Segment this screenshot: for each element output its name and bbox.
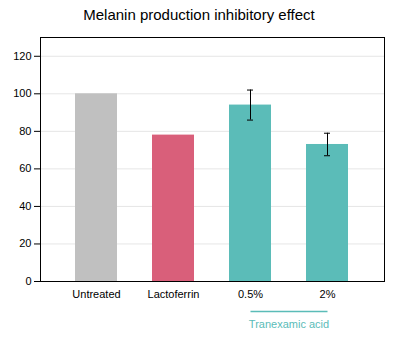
svg-text:Lactoferrin: Lactoferrin	[148, 288, 200, 300]
svg-text:Untreated: Untreated	[72, 288, 120, 300]
svg-text:0.5%: 0.5%	[238, 288, 263, 300]
html-text:Melanin production inhibitory: Melanin production inhibitory effect	[83, 6, 315, 23]
svg-text:120: 120	[13, 50, 31, 62]
svg-text:2%: 2%	[320, 288, 336, 300]
svg-text:20: 20	[19, 237, 31, 249]
svg-text:0: 0	[25, 275, 31, 287]
svg-text:100: 100	[13, 87, 31, 99]
svg-text:60: 60	[19, 162, 31, 174]
svg-text:40: 40	[19, 200, 31, 212]
svg-text:80: 80	[19, 125, 31, 137]
svg-text:Tranexamic acid: Tranexamic acid	[249, 318, 329, 330]
